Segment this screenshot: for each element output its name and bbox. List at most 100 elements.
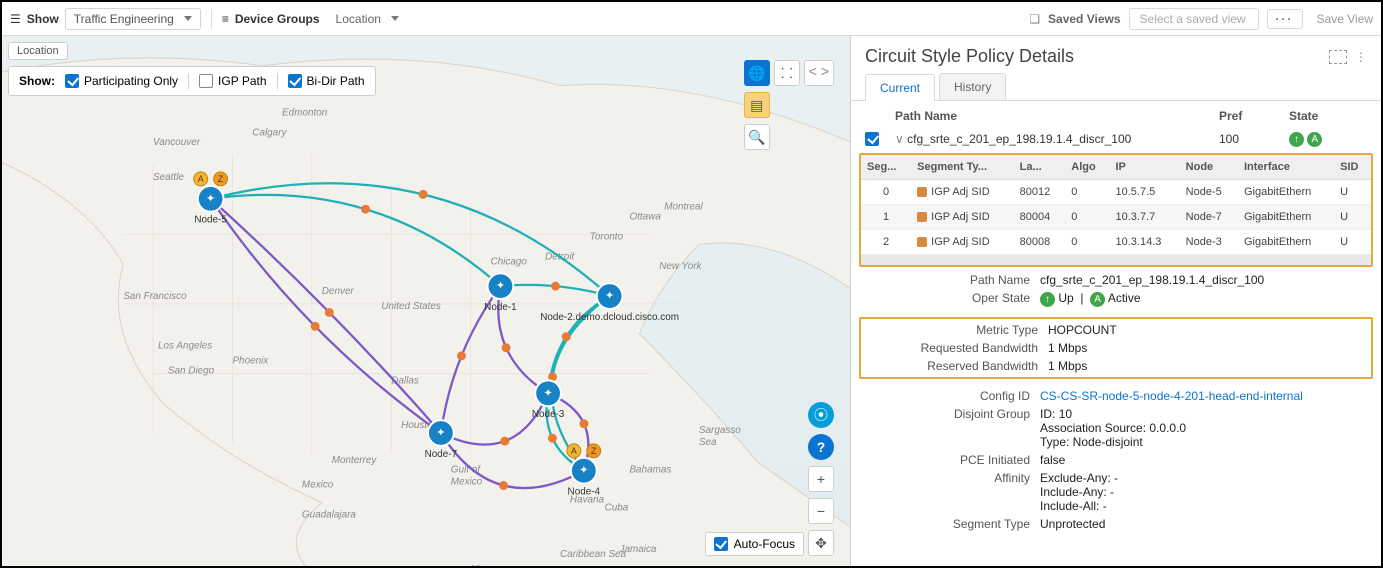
map-node[interactable]: ✦ Node-1 [484, 273, 517, 313]
seg-col[interactable]: IP [1109, 155, 1179, 180]
kv-req-bw-k: Requested Bandwidth [873, 341, 1038, 355]
zoom-out-button[interactable]: − [808, 498, 834, 524]
participating-checkbox[interactable]: Participating Only [65, 74, 178, 88]
kv-pce-k: PCE Initiated [865, 453, 1030, 467]
svg-text:Guadalajara: Guadalajara [302, 509, 356, 520]
zoom-in-button[interactable]: + [808, 466, 834, 492]
device-groups-value[interactable]: Location [336, 12, 381, 26]
kv-affinity-v: Exclude-Any: - Include-Any: - Include-Al… [1040, 471, 1369, 513]
kv-res-bw-k: Reserved Bandwidth [873, 359, 1038, 373]
dock-icon[interactable] [1329, 50, 1347, 64]
path-row[interactable]: ∨ cfg_srte_c_201_ep_198.19.1.4_discr_100… [851, 127, 1381, 153]
segment-row[interactable]: 2IGP Adj SID80008010.3.14.3Node-3Gigabit… [861, 230, 1371, 255]
svg-text:Toronto: Toronto [590, 231, 624, 242]
globe-icon[interactable]: 🌐 [744, 60, 770, 86]
compass-icon[interactable]: ⦿ [808, 402, 834, 428]
svg-text:Seattle: Seattle [153, 172, 184, 183]
path-checkbox[interactable] [865, 132, 879, 146]
svg-text:Monterrey: Monterrey [332, 455, 378, 466]
segment-table-highlight: Seg...Segment Ty...La...AlgoIPNodeInterf… [859, 153, 1373, 267]
saved-views-placeholder: Select a saved view [1140, 12, 1246, 26]
more-icon[interactable]: ⋮ [1355, 50, 1367, 64]
saved-views-select[interactable]: Select a saved view [1129, 8, 1259, 30]
svg-text:Z: Z [218, 174, 224, 184]
igp-path-label: IGP Path [218, 74, 266, 88]
panel-title: Circuit Style Policy Details [865, 46, 1074, 67]
svg-text:✦: ✦ [579, 465, 588, 477]
topbar: ☰ Show Traffic Engineering ≡ Device Grou… [2, 2, 1381, 36]
autofocus-label: Auto-Focus [734, 537, 795, 551]
kv-disjoint-v: ID: 10 Association Source: 0.0.0.0 Type:… [1040, 407, 1369, 449]
svg-text:Sea: Sea [699, 437, 717, 448]
svg-text:✦: ✦ [496, 280, 505, 292]
tab-current[interactable]: Current [865, 74, 935, 101]
svg-text:Los Angeles: Los Angeles [158, 341, 212, 352]
breadcrumb[interactable]: Location [8, 42, 68, 60]
help-icon[interactable]: ? [808, 434, 834, 460]
kv-affinity-k: Affinity [865, 471, 1030, 513]
bookmark-icon: ❏ [1029, 12, 1040, 26]
svg-text:United States: United States [381, 301, 441, 312]
svg-text:Node-7: Node-7 [425, 449, 458, 460]
device-groups-icon: ≡ [222, 12, 229, 26]
svg-text:Calgary: Calgary [252, 127, 287, 138]
state-up-icon: ↑ [1289, 132, 1304, 147]
show-dropdown[interactable]: Traffic Engineering [65, 8, 201, 30]
seg-col[interactable]: SID [1334, 155, 1371, 180]
horizontal-scrollbar[interactable] [861, 255, 1371, 265]
segment-row[interactable]: 0IGP Adj SID80012010.5.7.5Node-5GigabitE… [861, 180, 1371, 205]
svg-text:Node-1: Node-1 [484, 302, 517, 313]
more-button[interactable]: ··· [1267, 9, 1303, 29]
segment-row[interactable]: 1IGP Adj SID80004010.3.7.7Node-7GigabitE… [861, 205, 1371, 230]
map-controls-bottom: ⦿ ? + − ✥ [808, 402, 834, 556]
svg-text:Chicago: Chicago [491, 256, 528, 267]
topology-icon[interactable]: ⸬ [774, 60, 800, 86]
seg-col[interactable]: La... [1014, 155, 1066, 180]
map-node[interactable]: ✦Node-7 [425, 420, 458, 460]
panel-toggle[interactable]: < > [804, 60, 834, 86]
seg-col[interactable]: Node [1180, 155, 1238, 180]
disjoint-id-link[interactable]: 10 [1059, 407, 1072, 421]
path-name: cfg_srte_c_201_ep_198.19.1.4_discr_100 [907, 132, 1131, 146]
autofocus-checkbox[interactable]: Auto-Focus [705, 532, 804, 556]
map-node[interactable]: ✦Node-3 [532, 380, 565, 420]
svg-text:✦: ✦ [206, 193, 215, 205]
saved-views-label: Saved Views [1048, 12, 1121, 26]
kv-req-bw-v: 1 Mbps [1048, 341, 1359, 355]
svg-text:New York: New York [659, 261, 702, 272]
save-view-button[interactable]: Save View [1317, 12, 1373, 26]
seg-col[interactable]: Interface [1238, 155, 1334, 180]
tab-history[interactable]: History [939, 73, 1006, 100]
recenter-button[interactable]: ✥ [808, 530, 834, 556]
svg-text:✦: ✦ [605, 290, 614, 302]
expand-icon[interactable]: ∨ [895, 132, 904, 146]
show-label: Show [27, 12, 59, 26]
show-value: Traffic Engineering [74, 12, 174, 26]
kv-oper-state-v: ↑ Up | A Active [1040, 291, 1369, 307]
search-icon[interactable]: 🔍 [744, 124, 770, 150]
svg-text:San Diego: San Diego [168, 365, 215, 376]
svg-text:Node-5: Node-5 [194, 215, 227, 226]
igp-path-checkbox[interactable]: IGP Path [199, 74, 266, 88]
active-icon: A [1090, 292, 1105, 307]
path-columns: Path Name Pref State [851, 101, 1381, 127]
svg-text:Sargasso: Sargasso [699, 425, 741, 436]
path-pref: 100 [1219, 132, 1289, 146]
svg-text:Node-3: Node-3 [532, 409, 565, 420]
kv-config-id-v[interactable]: CS-CS-SR-node-5-node-4-201-head-end-inte… [1040, 389, 1369, 403]
map-panel[interactable]: VancouverSeattleCalgaryEdmontonSan Franc… [2, 36, 851, 566]
segment-table: Seg...Segment Ty...La...AlgoIPNodeInterf… [861, 155, 1371, 255]
overlay-show-label: Show: [19, 74, 55, 88]
col-path-name: Path Name [895, 109, 1219, 123]
kv-metric-type-v: HOPCOUNT [1048, 323, 1359, 337]
seg-col[interactable]: Algo [1065, 155, 1109, 180]
bidir-checkbox[interactable]: Bi-Dir Path [288, 74, 365, 88]
layers-icon[interactable]: ▤ [744, 92, 770, 118]
kv-res-bw-v: 1 Mbps [1048, 359, 1359, 373]
svg-text:Edmonton: Edmonton [282, 107, 328, 118]
map-controls-top: 🌐 ⸬ < > ▤ 🔍 [744, 60, 834, 150]
seg-col[interactable]: Segment Ty... [911, 155, 1013, 180]
participating-label: Participating Only [84, 74, 178, 88]
col-pref: Pref [1219, 109, 1289, 123]
seg-col[interactable]: Seg... [861, 155, 911, 180]
